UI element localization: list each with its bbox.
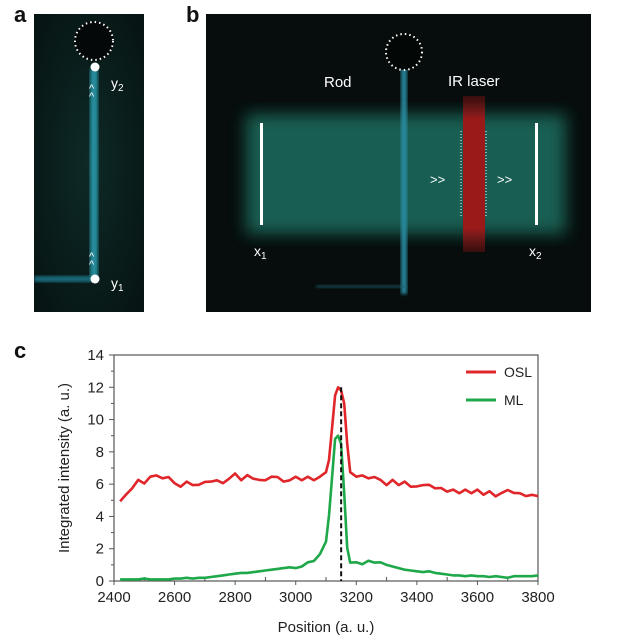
rod-horizontal [316, 285, 406, 288]
x-tick-label: 3400 [400, 589, 433, 606]
rod-photo-b: Rod IR laser >> >> x1 x2 [206, 14, 591, 312]
x1-label: x1 [254, 243, 267, 262]
background [34, 14, 144, 312]
hole [74, 21, 114, 61]
x-tick-label: 2800 [218, 589, 251, 606]
rod-vertical [401, 59, 407, 294]
arrow-up-icon: ^ [89, 251, 95, 263]
arrow-right-icon: >> [497, 172, 512, 187]
x-tick-label: 3600 [461, 589, 494, 606]
y-tick-label: 0 [96, 573, 104, 590]
axes: 2400 2600 2800 3000 3200 3400 3600 3800 0 2 4 6 8 10 1… [87, 347, 554, 606]
dotted-circle-icon [74, 21, 114, 61]
x-tick-label: 2400 [97, 589, 130, 606]
arrow-up-icon: ^ [89, 83, 95, 95]
y-tick-label: 6 [96, 476, 104, 493]
intensity-chart: 2400 2600 2800 3000 3200 3400 3600 3800 0 2 4 6 8 10 1… [56, 347, 555, 636]
y-tick-label: 8 [96, 444, 104, 461]
rod-label: Rod [324, 74, 352, 91]
rod-image-a: ^ ^ ^ ^ y2 y1 [34, 14, 144, 312]
ir-laser-label: IR laser [448, 73, 500, 90]
y-axis-label: Integrated intensity (a. u.) [56, 383, 73, 553]
rod-photo-a: ^ ^ ^ ^ y2 y1 [34, 14, 144, 312]
legend-label-osl: OSL [504, 364, 532, 380]
ir-laser-beam [463, 96, 485, 252]
marker-dot-top [90, 62, 100, 72]
y1-label: y1 [111, 275, 124, 294]
legend-label-ml: ML [504, 392, 524, 408]
rod-vertical [90, 69, 98, 279]
x-tick-label: 3000 [279, 589, 312, 606]
rod-horizontal [34, 276, 96, 282]
arrow-right-icon: >> [430, 172, 445, 187]
legend: OSL ML [466, 364, 532, 408]
y-tick-label: 14 [87, 347, 104, 364]
y-tick-label: 10 [87, 412, 104, 429]
dotted-circle-icon [385, 33, 423, 71]
series-line-ml [120, 434, 539, 581]
rod-image-b: Rod IR laser >> >> x1 x2 [206, 14, 591, 312]
y-tick-label: 12 [87, 379, 104, 396]
x-tick-label: 2600 [158, 589, 191, 606]
y-tick-label: 4 [96, 508, 104, 525]
arrow-up-icon: ^ [89, 91, 95, 103]
panel-a-label: a [14, 2, 27, 27]
marker-dot-bottom [90, 274, 100, 284]
x-axis-label: Position (a. u.) [278, 619, 375, 636]
y2-label: y2 [111, 75, 124, 94]
x-tick-label: 3800 [521, 589, 554, 606]
hole [386, 34, 422, 70]
series-line-osl [119, 386, 539, 503]
panel-c-label: c [14, 338, 27, 363]
x1-bar [260, 123, 263, 225]
x-tick-label: 3200 [340, 589, 373, 606]
x2-label: x2 [529, 243, 542, 262]
series-lines [119, 386, 539, 581]
y-tick-label: 2 [96, 541, 104, 558]
arrow-up-icon: ^ [89, 259, 95, 271]
panel-b-label: b [186, 2, 200, 27]
x2-bar [535, 123, 538, 225]
